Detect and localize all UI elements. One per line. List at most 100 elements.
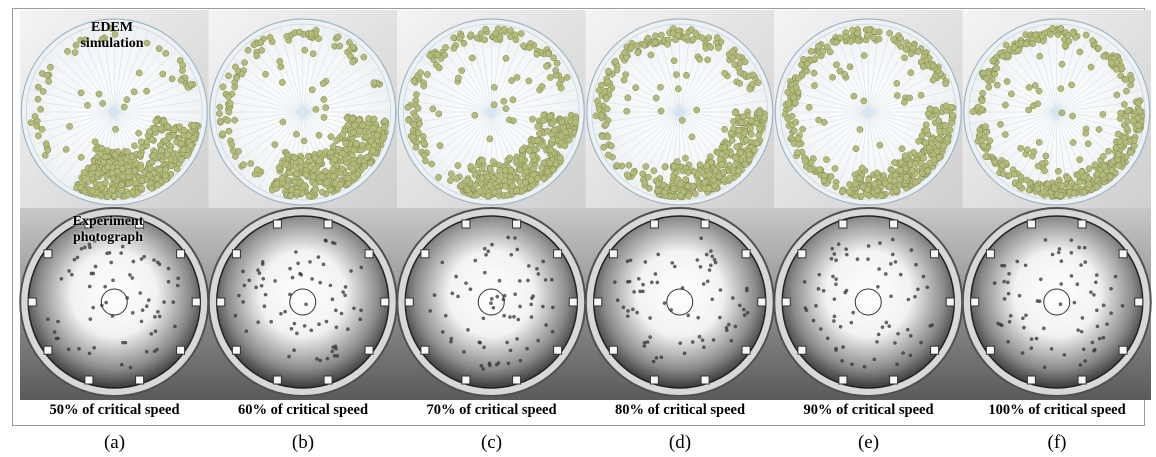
particle bbox=[1108, 59, 1114, 65]
particle bbox=[894, 80, 900, 86]
particle bbox=[737, 80, 743, 86]
particle bbox=[1076, 282, 1080, 286]
lifter bbox=[177, 250, 185, 258]
particle bbox=[254, 286, 258, 290]
particle bbox=[232, 84, 238, 90]
particle bbox=[158, 126, 164, 132]
particle bbox=[81, 169, 87, 175]
particle bbox=[683, 72, 689, 78]
particle bbox=[1124, 125, 1130, 131]
particle bbox=[1102, 304, 1106, 308]
particle bbox=[710, 297, 714, 301]
particle bbox=[544, 323, 548, 327]
particle bbox=[792, 100, 798, 106]
particle bbox=[806, 104, 812, 110]
particle bbox=[906, 328, 910, 332]
particle bbox=[279, 312, 283, 316]
particle bbox=[909, 354, 913, 358]
particle bbox=[371, 80, 377, 86]
particle bbox=[298, 272, 302, 276]
particle bbox=[683, 352, 687, 356]
particle bbox=[172, 300, 176, 304]
particle bbox=[1123, 88, 1129, 94]
particle bbox=[833, 62, 839, 68]
particle bbox=[136, 130, 142, 136]
particle bbox=[919, 341, 923, 345]
particle bbox=[513, 158, 519, 164]
particle bbox=[877, 267, 881, 271]
particle bbox=[1003, 297, 1007, 301]
particle bbox=[702, 282, 706, 286]
particle bbox=[344, 285, 348, 289]
particle bbox=[188, 81, 194, 87]
particle bbox=[699, 236, 703, 240]
particle bbox=[487, 182, 493, 188]
particle bbox=[527, 264, 531, 268]
particle bbox=[176, 284, 180, 288]
particle bbox=[491, 102, 497, 108]
particle bbox=[632, 290, 636, 294]
particle bbox=[994, 65, 1000, 71]
particle bbox=[1069, 251, 1073, 255]
particle bbox=[290, 327, 294, 331]
particle bbox=[802, 158, 808, 164]
particle bbox=[331, 298, 335, 302]
particle bbox=[343, 294, 347, 298]
particle bbox=[458, 182, 464, 188]
particle bbox=[125, 192, 131, 198]
particle bbox=[841, 345, 845, 349]
particle bbox=[136, 70, 142, 76]
particle bbox=[1100, 153, 1106, 159]
particle bbox=[162, 172, 168, 178]
particle bbox=[118, 160, 124, 166]
particle bbox=[297, 158, 303, 164]
particle bbox=[761, 115, 767, 121]
particle bbox=[941, 143, 947, 149]
lifter bbox=[1119, 346, 1127, 354]
particle bbox=[303, 172, 309, 178]
particle bbox=[321, 114, 327, 120]
particle bbox=[410, 134, 416, 140]
particle bbox=[843, 291, 847, 295]
particle bbox=[1093, 348, 1097, 352]
particle bbox=[897, 177, 903, 183]
particle bbox=[848, 38, 854, 44]
particle bbox=[1117, 139, 1123, 145]
particle bbox=[482, 37, 488, 43]
particle bbox=[738, 304, 742, 308]
particle bbox=[992, 159, 998, 165]
lifter bbox=[192, 298, 200, 306]
particle bbox=[866, 257, 870, 261]
particle bbox=[1105, 322, 1109, 326]
particle bbox=[851, 311, 855, 315]
lifter bbox=[365, 250, 373, 258]
particle bbox=[1069, 82, 1075, 88]
particle bbox=[121, 104, 127, 110]
particle bbox=[882, 180, 888, 186]
particle bbox=[381, 134, 387, 140]
particle bbox=[906, 95, 912, 101]
particle bbox=[1016, 182, 1022, 188]
particle bbox=[1058, 247, 1062, 251]
particle bbox=[1065, 33, 1071, 39]
particle bbox=[756, 110, 762, 116]
particle bbox=[501, 26, 507, 32]
lifter bbox=[650, 376, 658, 384]
particle bbox=[901, 99, 907, 105]
particle bbox=[614, 67, 620, 73]
lifter bbox=[609, 346, 617, 354]
particle bbox=[120, 363, 124, 367]
lifter bbox=[365, 346, 373, 354]
particle bbox=[43, 141, 49, 147]
particle bbox=[894, 92, 900, 98]
particle bbox=[96, 91, 102, 97]
particle bbox=[550, 137, 556, 143]
particle bbox=[915, 48, 921, 54]
particle bbox=[1109, 287, 1113, 291]
particle bbox=[341, 290, 345, 294]
lifter bbox=[421, 250, 429, 258]
particle bbox=[78, 154, 84, 160]
particle bbox=[1128, 82, 1134, 88]
particle bbox=[601, 144, 607, 150]
particle bbox=[1114, 275, 1118, 279]
